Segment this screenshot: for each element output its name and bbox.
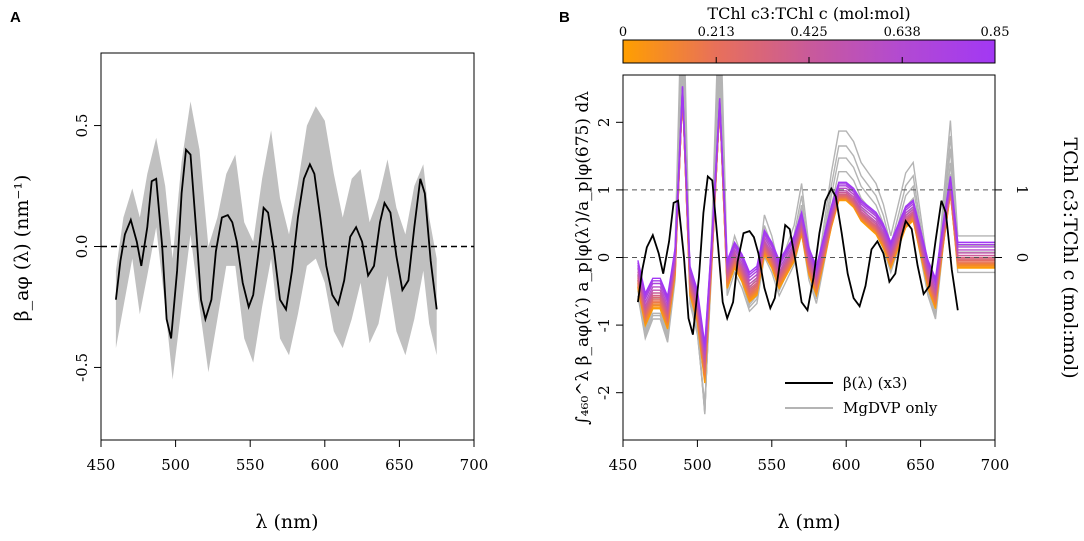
panel-b-x-tick-label: 600	[832, 456, 861, 474]
colorbar-tick-label: 0.213	[698, 25, 735, 40]
colorbar-tick-label: 0.85	[981, 25, 1010, 40]
colorbar-tick-label: 0	[619, 25, 627, 40]
colorbar-title: TChl c3:TChl c (mol:mol)	[707, 4, 910, 23]
panel-b-y-tick-label: 1	[595, 185, 613, 195]
panel-b-label: B	[559, 9, 570, 26]
panel-a-x-tick-label: 450	[87, 456, 116, 474]
panel-a-x-tick-label: 600	[310, 456, 339, 474]
panel-b-chart: TChl c3:TChl c (mol:mol) 0 0.213 0.425 0.63…	[573, 4, 1081, 533]
colorbar-tick-label: 0.638	[884, 25, 921, 40]
panel-b-y-tick-label: 0	[595, 253, 613, 263]
panel-a-y-tick-label: 0.5	[73, 114, 91, 138]
panel-b-x-axis-title: λ (nm)	[777, 511, 840, 533]
panel-a-chart: 450 500 550 600 650 700 -0.5 0.0 0.5 λ (nm) β_a…	[11, 52, 489, 533]
colorbar-tick-label: 0.425	[790, 25, 827, 40]
panel-b-y-axis-title: ∫₄₆₀^λ β_aφ(λ′) a_p|φ(λ′)/a_p|φ(675) dλ	[573, 91, 593, 425]
panel-a-y-tick-label: -0.5	[73, 353, 91, 382]
panel-a-x-tick-label: 700	[460, 456, 489, 474]
panel-b-x-tick-label: 650	[906, 456, 935, 474]
panel-b-y-tick-label: -1	[595, 318, 613, 333]
panel-a-x-tick-label: 500	[161, 456, 190, 474]
panel-a-label: A	[10, 9, 21, 26]
panel-b-beta-line	[637, 174, 959, 335]
panel-b-y-tick-label: 2	[595, 118, 613, 128]
panel-b-right-axis-title: TChl c3:TChl c (mol:mol)	[1059, 137, 1081, 378]
panel-a-x-tick-label: 650	[385, 456, 414, 474]
panel-a-y-tick-label: 0.0	[73, 235, 91, 259]
panel-b-x-tick-label: 500	[683, 456, 712, 474]
panel-b-right-tick-label: 1	[1013, 185, 1031, 195]
panel-a-series-0	[115, 147, 438, 339]
panel-a-x-tick-label: 550	[236, 456, 265, 474]
legend-label-mgdvp: MgDVP only	[843, 399, 938, 417]
mgdvp-only-line	[637, 75, 995, 412]
panel-a-y-axis-title: β_aφ (λ) (nm⁻¹)	[11, 175, 33, 322]
panel-b-legend: β(λ) (x3) MgDVP only	[785, 374, 938, 417]
panel-b-x-tick-label: 700	[981, 456, 1010, 474]
panel-b-right-tick-label: 0	[1013, 253, 1031, 263]
panel-a-spread-band	[115, 101, 437, 380]
panel-b-x-tick-label: 450	[609, 456, 638, 474]
legend-label-beta: β(λ) (x3)	[843, 374, 907, 392]
panel-b-x-tick-label: 550	[757, 456, 786, 474]
panel-b-y-tick-label: -2	[595, 385, 613, 400]
panel-a-x-axis-title: λ (nm)	[255, 511, 318, 533]
